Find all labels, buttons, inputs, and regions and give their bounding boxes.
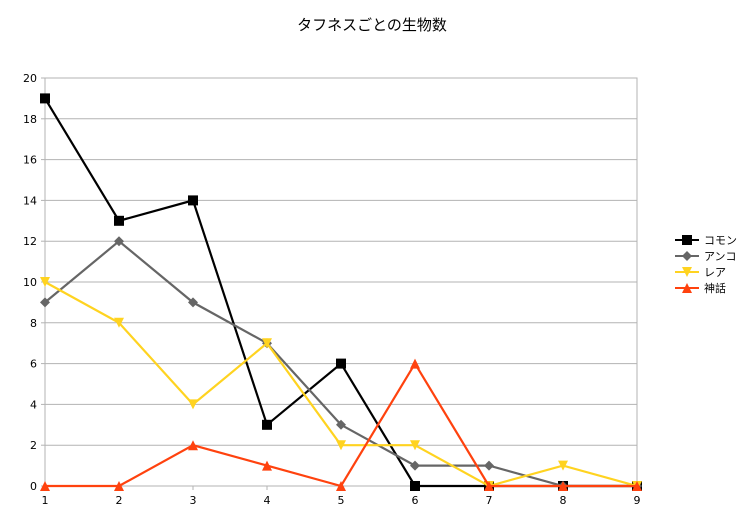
series-line — [44, 281, 638, 488]
data-point-square — [262, 419, 272, 430]
data-point-square — [336, 358, 346, 369]
data-point-triangle-down — [40, 277, 50, 287]
data-point-triangle-up — [114, 481, 124, 491]
data-point-diamond — [114, 236, 124, 247]
series-lines — [40, 93, 642, 491]
y-tick-label: 18 — [23, 113, 37, 126]
y-tick-label: 20 — [23, 72, 37, 85]
data-point-diamond — [682, 251, 692, 261]
y-tick-label: 4 — [30, 398, 37, 411]
series-1 — [40, 93, 642, 491]
data-point-triangle-up — [632, 481, 642, 491]
data-point-triangle-down — [682, 267, 692, 277]
data-point-diamond — [484, 460, 494, 471]
y-tick-label: 14 — [23, 194, 37, 207]
data-point-square — [682, 235, 692, 245]
data-point-triangle-down — [410, 440, 420, 451]
data-point-triangle-up — [558, 481, 568, 491]
x-tick-label: 3 — [190, 494, 197, 507]
data-point-square — [114, 215, 124, 226]
x-tick-label: 4 — [264, 494, 271, 507]
legend-label: アンコ — [704, 250, 737, 263]
x-tick-label: 2 — [116, 494, 123, 507]
data-point-square — [188, 195, 198, 206]
data-point-triangle-up — [262, 460, 272, 471]
y-tick-label: 16 — [23, 154, 37, 167]
data-point-triangle-down — [262, 338, 272, 349]
data-point-diamond — [410, 460, 420, 471]
data-point-diamond — [336, 419, 346, 430]
data-point-triangle-up — [410, 358, 420, 369]
data-point-triangle-down — [336, 440, 346, 451]
y-tick-label: 2 — [30, 439, 37, 452]
y-tick-label: 6 — [30, 358, 37, 371]
data-point-triangle-up — [682, 283, 692, 293]
data-point-square — [410, 481, 420, 491]
y-tick-label: 12 — [23, 235, 37, 248]
data-point-triangle-down — [188, 399, 198, 410]
x-tick-label: 6 — [412, 494, 419, 507]
data-point-triangle-up — [336, 481, 346, 491]
legend-item: コモン — [675, 234, 737, 247]
x-tick-label: 8 — [560, 494, 567, 507]
x-tick-label: 7 — [486, 494, 493, 507]
x-tick-label: 9 — [634, 494, 641, 507]
legend-label: コモン — [704, 234, 737, 247]
y-tick-label: 0 — [30, 480, 37, 493]
legend-item: アンコ — [675, 250, 737, 263]
chart-title: タフネスごとの生物数 — [297, 16, 447, 34]
series-3 — [40, 277, 642, 491]
data-point-diamond — [188, 297, 198, 308]
legend-label: 神話 — [704, 281, 726, 295]
legend-item: 神話 — [675, 281, 726, 295]
legend-item: レア — [675, 266, 726, 279]
y-tick-label: 10 — [23, 276, 37, 289]
data-point-diamond — [40, 297, 50, 308]
series-4 — [40, 358, 642, 491]
data-point-triangle-down — [558, 460, 568, 471]
data-point-square — [40, 93, 50, 104]
data-point-triangle-up — [484, 481, 494, 491]
legend-label: レア — [704, 266, 726, 279]
data-point-triangle-up — [40, 481, 50, 491]
x-tick-label: 1 — [42, 494, 49, 507]
data-point-triangle-up — [188, 440, 198, 451]
x-tick-label: 5 — [338, 494, 345, 507]
y-tick-label: 8 — [30, 317, 37, 330]
data-point-triangle-down — [114, 317, 124, 328]
